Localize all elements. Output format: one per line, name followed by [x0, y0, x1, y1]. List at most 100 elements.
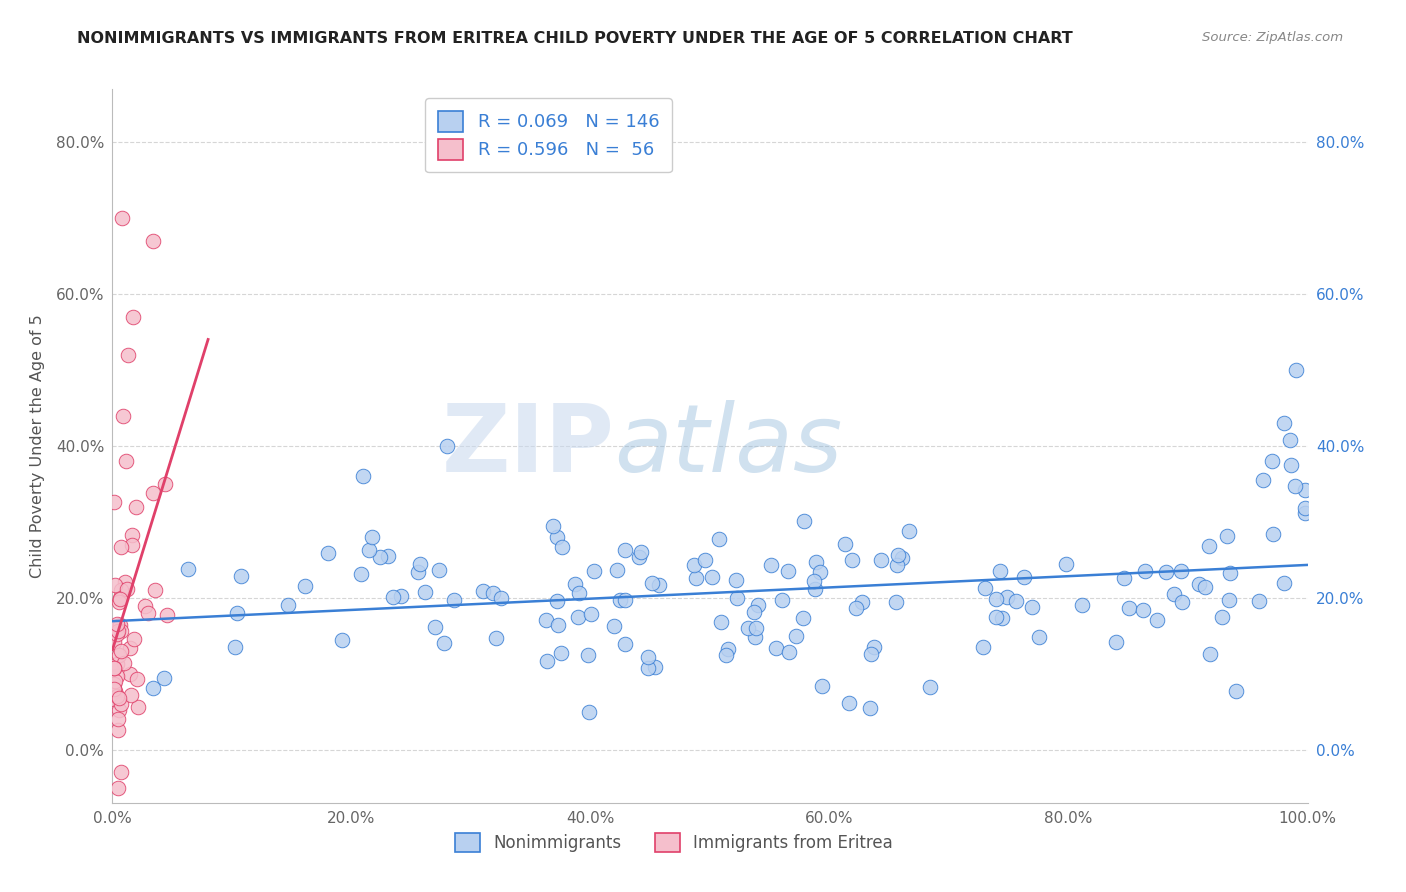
Point: [436, 439, 458, 453]
Point: [1295, 500, 1317, 515]
Point: [851, 595, 873, 609]
Point: [103, 494, 125, 508]
Point: [683, 558, 706, 573]
Point: [357, 543, 380, 558]
Point: [316, 546, 339, 560]
Point: [142, 681, 165, 695]
Point: [637, 660, 659, 674]
Point: [121, 527, 143, 541]
Point: [413, 585, 436, 599]
Point: [105, 657, 128, 671]
Point: [576, 648, 599, 662]
Point: [870, 553, 893, 567]
Point: [578, 705, 600, 719]
Point: [103, 677, 125, 691]
Point: [114, 454, 136, 468]
Point: [641, 576, 664, 591]
Point: [107, 595, 129, 609]
Point: [1028, 630, 1050, 644]
Point: [1133, 565, 1156, 579]
Point: [725, 591, 748, 605]
Point: [110, 765, 132, 780]
Point: [884, 595, 907, 609]
Point: [685, 571, 707, 585]
Point: [104, 674, 127, 689]
Point: [613, 637, 636, 651]
Point: [427, 563, 450, 577]
Point: [862, 640, 884, 654]
Point: [1170, 564, 1192, 578]
Point: [647, 578, 669, 592]
Point: [630, 544, 652, 558]
Point: [153, 477, 176, 491]
Point: [725, 574, 748, 588]
Point: [550, 646, 572, 660]
Point: [443, 593, 465, 607]
Point: [352, 469, 374, 483]
Point: [114, 574, 136, 589]
Point: [117, 348, 139, 362]
Point: [845, 600, 868, 615]
Point: [541, 519, 564, 533]
Text: atlas: atlas: [614, 401, 842, 491]
Point: [988, 564, 1011, 578]
Point: [1272, 416, 1295, 430]
Point: [546, 594, 568, 608]
Point: [1021, 600, 1043, 615]
Point: [564, 577, 586, 591]
Point: [105, 617, 128, 632]
Point: [1198, 539, 1220, 553]
Point: [433, 636, 456, 650]
Point: [1146, 613, 1168, 627]
Point: [644, 660, 666, 674]
Point: [389, 589, 412, 603]
Point: [991, 611, 1014, 625]
Point: [1070, 599, 1092, 613]
Point: [859, 647, 882, 661]
Point: [886, 558, 908, 572]
Point: [1284, 479, 1306, 493]
Point: [1211, 610, 1233, 624]
Point: [834, 537, 856, 551]
Point: [108, 703, 131, 717]
Point: [534, 614, 557, 628]
Point: [1261, 526, 1284, 541]
Point: [744, 630, 766, 644]
Point: [614, 593, 637, 607]
Point: [1114, 571, 1136, 585]
Point: [103, 661, 125, 675]
Point: [806, 555, 828, 569]
Point: [984, 610, 1007, 624]
Point: [226, 606, 249, 620]
Point: [602, 619, 624, 633]
Point: [637, 649, 659, 664]
Point: [536, 654, 558, 668]
Point: [778, 644, 800, 658]
Point: [110, 697, 132, 711]
Point: [103, 682, 125, 697]
Point: [707, 532, 730, 546]
Point: [1012, 570, 1035, 584]
Point: [294, 578, 316, 592]
Point: [887, 548, 910, 562]
Point: [1188, 577, 1211, 591]
Point: [1163, 587, 1185, 601]
Point: [737, 621, 759, 635]
Point: [406, 565, 429, 579]
Point: [127, 672, 149, 686]
Point: [546, 530, 568, 544]
Point: [568, 586, 591, 600]
Point: [567, 610, 589, 624]
Point: [142, 485, 165, 500]
Point: [143, 583, 166, 598]
Point: [108, 591, 131, 606]
Point: [105, 626, 128, 640]
Point: [785, 629, 807, 643]
Point: [142, 234, 165, 248]
Point: [107, 624, 129, 638]
Point: [103, 635, 125, 649]
Point: [1194, 580, 1216, 594]
Point: [104, 684, 127, 698]
Point: [606, 563, 628, 577]
Point: [583, 564, 606, 578]
